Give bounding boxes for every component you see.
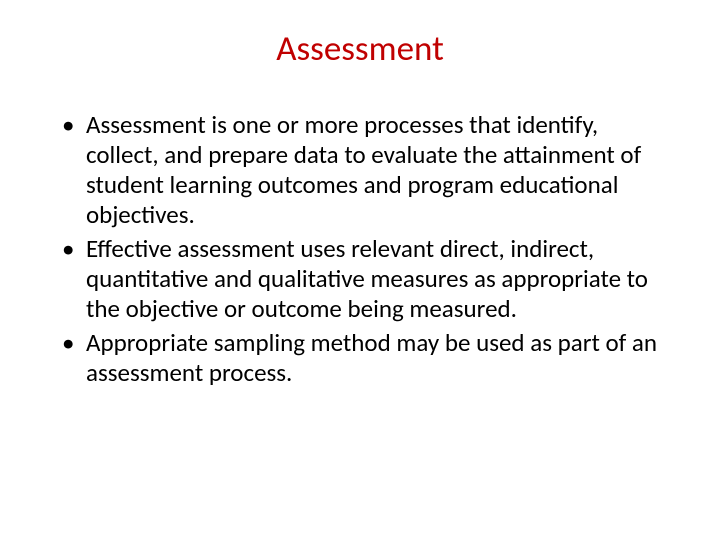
slide-title: Assessment — [50, 28, 670, 70]
bullet-item: Assessment is one or more processes that… — [58, 110, 670, 230]
bullet-item: Effective assessment uses relevant direc… — [58, 234, 670, 324]
bullet-item: Appropriate sampling method may be used … — [58, 328, 670, 388]
bullet-list: Assessment is one or more processes that… — [50, 110, 670, 388]
